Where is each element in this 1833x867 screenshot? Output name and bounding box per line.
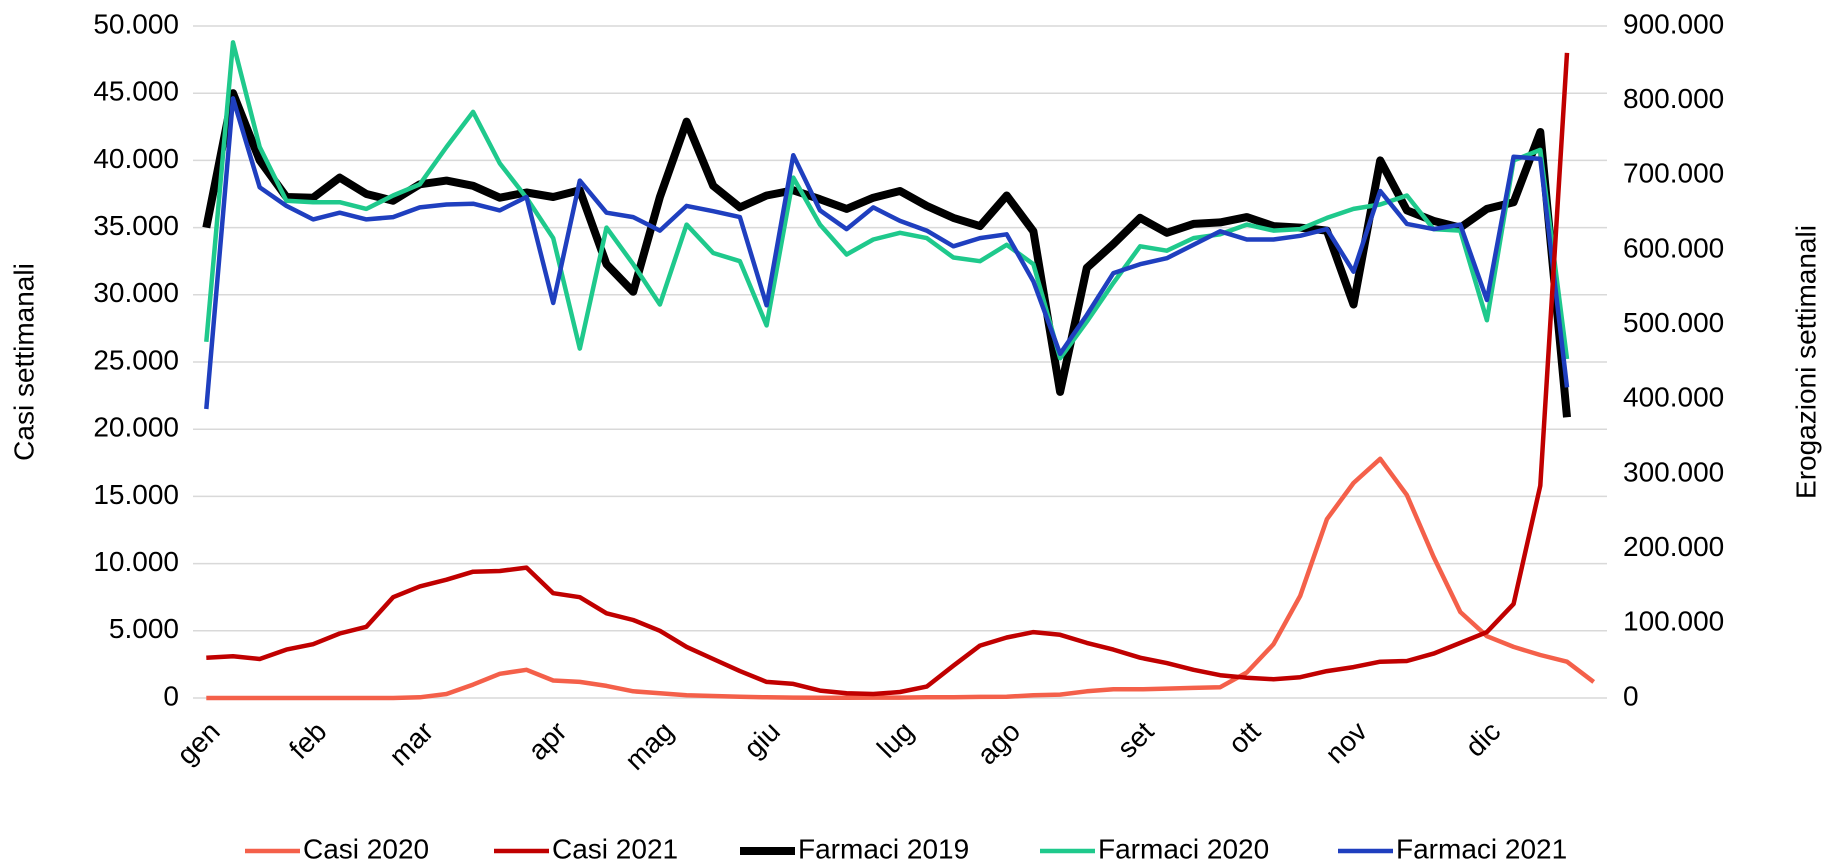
y-tick-label: 25.000 [93,344,179,375]
y2-tick-label: 0 [1623,680,1639,711]
legend-label: Casi 2020 [303,833,429,864]
y2-tick-label: 300.000 [1623,456,1724,487]
y-tick-label: 45.000 [93,76,179,107]
x-tick-label: giu [738,716,786,764]
y2-tick-label: 200.000 [1623,531,1724,562]
y2-tick-label: 500.000 [1623,307,1724,338]
x-tick-label: gen [171,716,226,771]
x-tick-label: ott [1222,715,1266,759]
y2-tick-label: 100.000 [1623,606,1724,637]
y2-tick-label: 900.000 [1623,8,1724,39]
x-tick-label: mar [383,716,439,772]
line-series [204,96,1570,410]
y-tick-label: 30.000 [93,277,179,308]
legend-label: Farmaci 2020 [1098,833,1269,864]
y-tick-label: 35.000 [93,210,179,241]
line-series [204,40,1570,361]
line-series [206,52,1570,697]
y2-tick-label: 700.000 [1623,158,1724,189]
x-tick-label: set [1111,715,1159,763]
x-tick-label: dic [1459,716,1506,763]
x-tick-label: ago [971,716,1026,771]
y-tick-label: 50.000 [93,8,179,39]
y-tick-label: 10.000 [93,546,179,577]
line-series [206,456,1596,701]
y-tick-label: 40.000 [93,143,179,174]
legend-label: Casi 2021 [552,833,678,864]
y-tick-label: 5.000 [109,613,179,644]
x-tick-label: apr [522,716,573,767]
y2-tick-label: 600.000 [1623,232,1724,263]
y-tick-label: 15.000 [93,479,179,510]
y2-axis-title: Erogazioni settimanali [1790,225,1821,499]
y2-tick-label: 400.000 [1623,382,1724,413]
y-tick-label: 20.000 [93,412,179,443]
line-series [202,89,1571,418]
x-tick-label: nov [1319,716,1373,770]
legend-label: Farmaci 2019 [798,833,969,864]
x-tick-label: feb [283,716,332,765]
x-tick-label: lug [871,716,919,764]
legend-label: Farmaci 2021 [1396,833,1567,864]
y-tick-label: 0 [163,680,179,711]
y2-tick-label: 800.000 [1623,83,1724,114]
y-axis-title: Casi settimanali [8,263,39,461]
x-tick-label: mag [619,716,679,776]
